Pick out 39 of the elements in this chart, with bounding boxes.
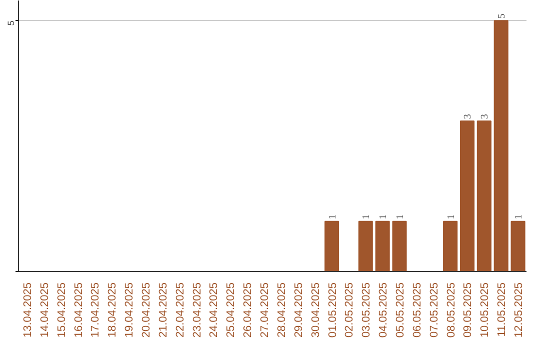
- x-tick-label: 24.04.2025: [208, 282, 220, 338]
- x-tick-label: 04.05.2025: [378, 282, 390, 338]
- x-tick-label: 22.04.2025: [174, 282, 186, 338]
- x-tick-label: 23.04.2025: [191, 282, 204, 338]
- x-tick-label: 10.05.2025: [479, 282, 492, 338]
- x-tick-label: 19.04.2025: [124, 282, 136, 338]
- x-tick-label: 17.04.2025: [90, 282, 102, 338]
- data-label: 3: [462, 114, 474, 119]
- x-tick-label: 14.04.2025: [38, 282, 51, 338]
- x-tick-label: 02.05.2025: [344, 282, 356, 338]
- data-label: 1: [378, 214, 390, 220]
- data-label: 3: [480, 114, 491, 119]
- data-label: 1: [395, 214, 406, 220]
- x-tick-label: 06.05.2025: [411, 282, 424, 338]
- x-tick-label: 26.04.2025: [242, 282, 254, 338]
- x-tick-label: 28.04.2025: [276, 282, 288, 338]
- x-tick-label: 20.04.2025: [140, 282, 152, 338]
- x-tick-label: 18.04.2025: [106, 282, 119, 338]
- x-tick-label: 29.04.2025: [292, 282, 305, 338]
- x-tick-label: 07.05.2025: [428, 282, 440, 338]
- x-tick-label: 01.05.2025: [326, 282, 339, 338]
- x-tick-label: 16.04.2025: [72, 282, 85, 338]
- x-tick-label: 15.04.2025: [56, 282, 68, 338]
- x-tick-label: 08.05.2025: [445, 282, 458, 338]
- x-tick-label: 21.04.2025: [157, 282, 170, 338]
- data-label: 5: [496, 14, 508, 19]
- x-tick-label: 05.05.2025: [394, 282, 406, 338]
- x-tick-label: 11.05.2025: [496, 282, 508, 337]
- x-tick-label: 03.05.2025: [360, 282, 373, 338]
- x-tick-label: 25.04.2025: [225, 282, 238, 338]
- x-tick-label: 12.05.2025: [513, 282, 526, 338]
- x-tick-label: 09.05.2025: [462, 282, 474, 338]
- x-tick-label: 27.04.2025: [259, 282, 272, 338]
- data-label: 1: [514, 214, 525, 220]
- data-label: 1: [361, 214, 372, 220]
- x-tick-label: 30.04.2025: [310, 282, 322, 338]
- data-label: 1: [446, 214, 457, 220]
- x-tick-label: 13.04.2025: [22, 282, 34, 338]
- data-label: 1: [327, 214, 338, 220]
